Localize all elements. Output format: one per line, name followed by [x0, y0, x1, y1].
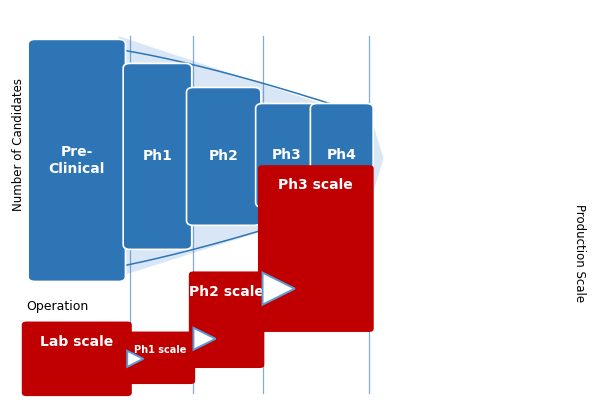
FancyBboxPatch shape — [22, 321, 132, 396]
Text: Pre-
Clinical: Pre- Clinical — [49, 145, 105, 175]
Text: Lab scale: Lab scale — [40, 335, 113, 349]
Polygon shape — [263, 273, 295, 305]
FancyBboxPatch shape — [28, 39, 125, 281]
Polygon shape — [127, 351, 143, 367]
FancyBboxPatch shape — [123, 63, 192, 249]
Text: Ph2 scale: Ph2 scale — [189, 285, 264, 299]
FancyBboxPatch shape — [187, 88, 261, 225]
Text: Ph4: Ph4 — [327, 148, 356, 162]
Text: Ph3 scale: Ph3 scale — [278, 178, 353, 193]
Text: Operation: Operation — [26, 300, 89, 313]
Text: Number of Candidates: Number of Candidates — [13, 78, 25, 211]
Text: Ph2: Ph2 — [209, 149, 239, 164]
Text: Ph3: Ph3 — [272, 148, 302, 162]
Text: Production Scale: Production Scale — [573, 204, 586, 302]
Text: Ph1: Ph1 — [143, 149, 172, 164]
FancyBboxPatch shape — [189, 272, 264, 368]
FancyBboxPatch shape — [258, 165, 374, 332]
Polygon shape — [119, 36, 383, 276]
FancyBboxPatch shape — [256, 103, 319, 207]
FancyBboxPatch shape — [125, 332, 195, 384]
Polygon shape — [193, 328, 215, 350]
Text: Ph1 scale: Ph1 scale — [134, 345, 187, 355]
FancyBboxPatch shape — [310, 103, 373, 207]
